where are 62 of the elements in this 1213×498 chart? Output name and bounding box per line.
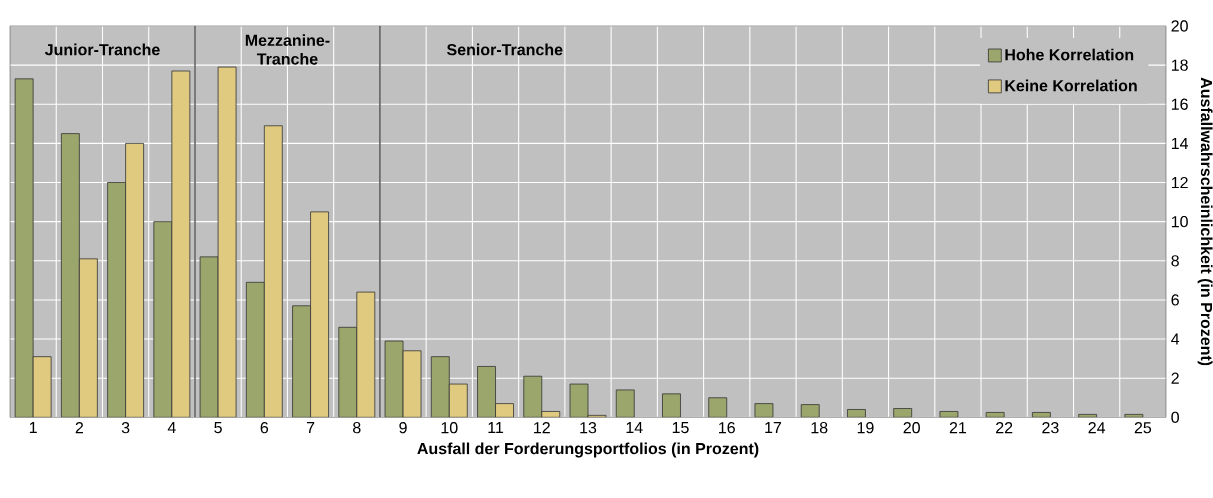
x-tick-label: 11: [488, 422, 504, 434]
x-tick-label: 14: [626, 422, 643, 434]
x-tick-label: 9: [399, 422, 407, 434]
x-tick-label: 5: [214, 422, 222, 434]
annotation: Junior-Tranche: [44, 43, 160, 56]
x-tick-label: 7: [306, 422, 315, 434]
y-tick-label: 2: [1171, 372, 1179, 384]
bar: [708, 397, 727, 418]
bar: [616, 389, 635, 418]
x-tick-label: 13: [580, 422, 597, 434]
x-tick-label: 1: [29, 422, 37, 434]
y-axis-title: Ausfallwahrscheinlichkeit (in Prozent): [1197, 77, 1213, 366]
x-tick-label: 25: [1134, 422, 1152, 434]
bar: [356, 292, 375, 418]
bar: [292, 305, 311, 418]
y-tick-label: 12: [1171, 176, 1188, 189]
x-tick-label: 21: [949, 422, 967, 434]
x-axis-title: Ausfall der Forderungsportfolios (in Prozent): [417, 442, 759, 458]
x-tick-label: 24: [1088, 422, 1106, 434]
y-tick-label: 18: [1171, 59, 1188, 71]
legend-label: Hohe Korrelation: [1005, 48, 1134, 61]
x-tick-label: 3: [121, 422, 130, 434]
bar: [449, 384, 468, 418]
bar: [153, 221, 172, 418]
bar: [246, 282, 265, 418]
annotation: Senior-Tranche: [447, 43, 563, 56]
bar: [61, 133, 80, 418]
x-tick-label: 17: [765, 422, 782, 434]
x-tick-label: 4: [167, 422, 176, 434]
x-tick-label: 12: [534, 422, 550, 434]
x-tick-label: 18: [811, 422, 828, 434]
legend-label: Keine Korrelation: [1005, 79, 1137, 92]
x-tick-label: 23: [1042, 422, 1059, 434]
y-tick-label: 10: [1171, 215, 1188, 228]
x-tick-label: 22: [996, 422, 1013, 434]
bar: [662, 393, 681, 418]
x-tick-label: 15: [672, 422, 689, 434]
y-tick-label: 8: [1171, 255, 1179, 267]
bar: [523, 376, 542, 418]
bar: [477, 366, 496, 418]
bar: [107, 182, 126, 418]
x-tick-label: 19: [857, 422, 874, 434]
y-tick-label: 16: [1171, 98, 1188, 110]
x-tick-label: 20: [903, 422, 920, 434]
x-tick-label: 2: [75, 422, 84, 434]
bar: [310, 211, 329, 418]
y-tick-label: 0: [1171, 411, 1179, 423]
x-tick-label: 10: [441, 422, 458, 434]
x-tick-label: 16: [719, 422, 735, 434]
y-tick-label: 6: [1171, 294, 1179, 306]
bar: [431, 356, 450, 418]
x-tick-label: 8: [353, 422, 361, 434]
y-tick-label: 20: [1171, 20, 1188, 32]
annotation: Mezzanine-Tranche: [245, 34, 330, 65]
bar: [338, 327, 357, 418]
bar: [79, 258, 98, 418]
bar: [125, 143, 144, 418]
bar: [171, 70, 190, 418]
bar: [264, 125, 283, 418]
y-tick-label: 4: [1171, 333, 1180, 345]
x-tick-label: 6: [260, 422, 269, 434]
y-tick-label: 14: [1171, 137, 1189, 149]
